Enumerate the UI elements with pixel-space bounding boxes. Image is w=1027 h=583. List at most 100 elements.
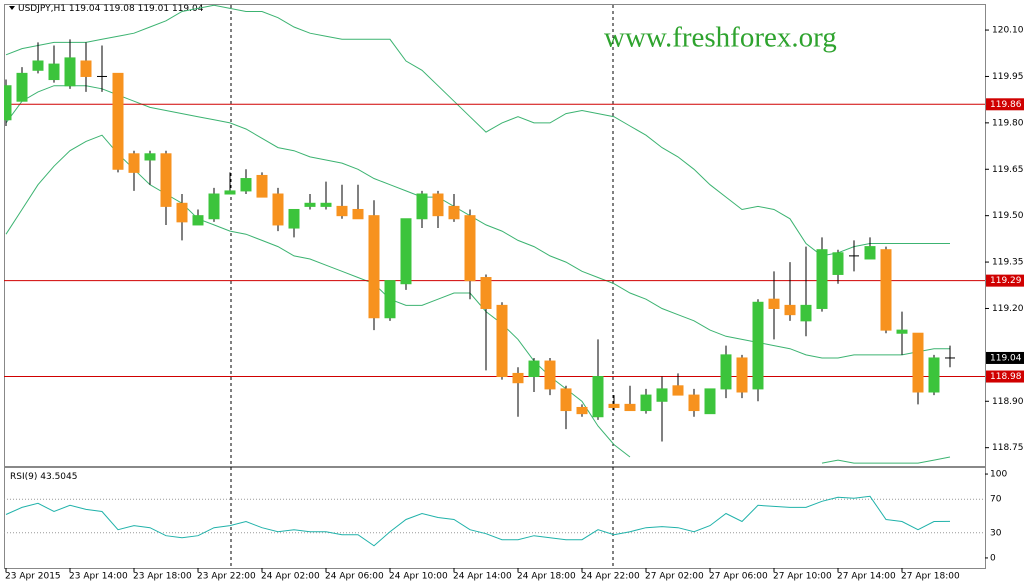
- candle-body: [32, 60, 44, 71]
- candle-body: [800, 304, 812, 322]
- candle-body: [176, 202, 188, 223]
- y-tick-label: 100: [990, 470, 1007, 480]
- candle-body: [592, 376, 604, 418]
- candle-body: [912, 332, 924, 393]
- candle-body: [192, 215, 204, 226]
- x-tick-label: 23 Apr 18:00: [133, 572, 192, 582]
- rsi-line: [5, 495, 951, 547]
- level-tag: [986, 370, 1024, 383]
- main-plot: [4, 4, 985, 464]
- rsi-name: RSI(9): [10, 472, 37, 482]
- x-tick-label: 27 Apr 10:00: [773, 572, 832, 582]
- bollinger-band: [5, 85, 950, 359]
- candle-body: [256, 174, 268, 198]
- candle-body: [752, 301, 764, 390]
- candle-body: [48, 63, 60, 81]
- x-tick-label: 27 Apr 02:00: [645, 572, 704, 582]
- y-tick-label: 0: [990, 553, 996, 563]
- y-tick-label: 30: [990, 528, 1002, 538]
- x-tick-label: 24 Apr 22:00: [581, 572, 640, 582]
- chart-header: USDJPY,H1 119.04 119.08 119.01 119.04: [18, 4, 204, 14]
- x-tick-label: 24 Apr 18:00: [517, 572, 576, 582]
- level-tag: [986, 274, 1024, 287]
- bollinger-band: [5, 134, 951, 464]
- candle-body: [384, 280, 396, 319]
- candle-body: [400, 218, 412, 285]
- candle-body: [64, 57, 76, 87]
- candle-body: [624, 403, 636, 412]
- candle-body: [704, 388, 716, 415]
- candle-body: [112, 72, 124, 170]
- candle-body: [448, 205, 460, 220]
- candle-body: [224, 190, 236, 195]
- candle-body: [736, 357, 748, 393]
- y-tick-label: 118.90: [992, 397, 1024, 407]
- candle-body: [480, 277, 492, 309]
- menu-arrow: [9, 6, 15, 10]
- rsi-value: 43.5045: [40, 472, 77, 482]
- candle-body: [768, 298, 780, 309]
- current-price-label: 119.04: [990, 353, 1022, 363]
- axes: 120.10 119.95 119.80 119.65 119.50 119.35 119.…: [5, 26, 1024, 582]
- y-tick-label: 119.50: [992, 211, 1024, 221]
- candle-body: [656, 388, 668, 402]
- x-tick-label: 24 Apr 14:00: [453, 572, 512, 582]
- rsi-pane: [4, 467, 986, 569]
- candle-body: [688, 394, 700, 412]
- y-tick-label: 119.95: [992, 72, 1024, 82]
- ohlc-open: 119.04: [69, 4, 101, 14]
- ohlc-low: 119.01: [138, 4, 170, 14]
- x-tick-label: 27 Apr 06:00: [709, 572, 768, 582]
- candle-body: [720, 354, 732, 390]
- candle-body: [464, 215, 476, 282]
- candle-body: [784, 304, 796, 316]
- candle-body: [880, 249, 892, 331]
- y-tick-label: 119.35: [992, 258, 1024, 268]
- candle-body: [432, 193, 444, 217]
- candle-body: [240, 178, 252, 192]
- level-tag: [986, 98, 1024, 111]
- candle-body: [16, 72, 28, 102]
- candle-body: [288, 208, 300, 229]
- x-tick-label: 24 Apr 06:00: [325, 572, 384, 582]
- level-label: 118.98: [990, 372, 1022, 382]
- candle-body: [368, 215, 380, 319]
- y-tick-label: 118.75: [992, 443, 1024, 453]
- x-tick-label: 23 Apr 14:00: [69, 572, 128, 582]
- watermark: www.freshforex.org: [604, 22, 837, 54]
- candle-body: [608, 403, 620, 408]
- candle-body: [832, 252, 844, 275]
- candle-body: [928, 357, 940, 393]
- candle-body: [560, 388, 572, 412]
- candle-body: [576, 406, 588, 415]
- main-pane: [4, 4, 986, 467]
- candle-body: [208, 193, 220, 220]
- symbol: USDJPY,H1: [18, 4, 66, 14]
- candle-body: [528, 360, 540, 378]
- candle-body: [80, 60, 92, 77]
- x-tick-label: 23 Apr 22:00: [197, 572, 256, 582]
- level-label: 119.86: [990, 100, 1022, 110]
- y-tick-label: 119.65: [992, 165, 1024, 175]
- x-tick-label: 24 Apr 10:00: [389, 572, 448, 582]
- candle-body: [816, 249, 828, 309]
- candle-body: [160, 153, 172, 207]
- candle-body: [896, 329, 908, 334]
- x-tick-label: 23 Apr 2015: [5, 572, 61, 582]
- x-tick-label: 24 Apr 02:00: [261, 572, 320, 582]
- y-tick-label: 120.10: [992, 26, 1024, 36]
- level-label: 119.29: [990, 276, 1022, 286]
- candle-body: [304, 202, 316, 207]
- candle-body: [672, 385, 684, 396]
- bollinger-band: [5, 4, 950, 257]
- candle-body: [640, 394, 652, 412]
- candle-body: [512, 372, 524, 384]
- y-tick-label: 119.20: [992, 304, 1024, 314]
- x-tick-label: 27 Apr 14:00: [837, 572, 896, 582]
- candle-body: [320, 202, 332, 207]
- ohlc-close: 119.04: [172, 4, 204, 14]
- candle-body: [544, 360, 556, 390]
- candle-body: [144, 153, 156, 161]
- candle-body: [496, 304, 508, 378]
